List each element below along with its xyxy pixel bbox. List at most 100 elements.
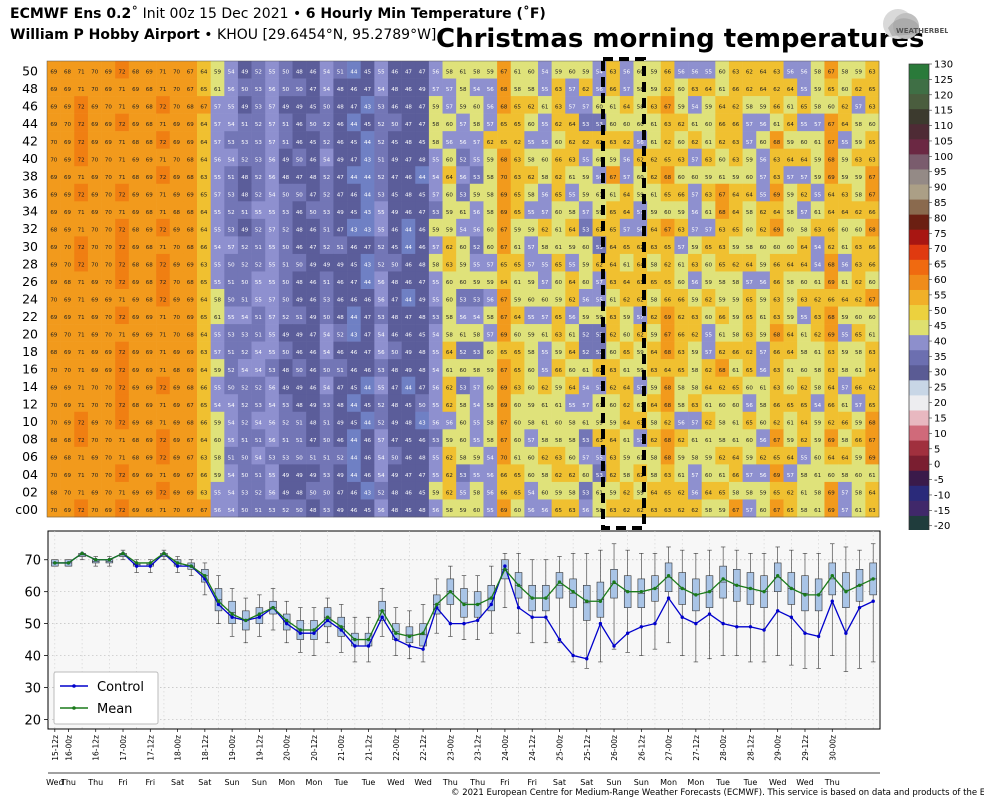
- heatmap-cell-value: 53: [460, 473, 467, 479]
- heatmap-cell-value: 56: [623, 157, 630, 163]
- heatmap-cell-value: 68: [132, 455, 139, 461]
- heatmap-cell-value: 45: [419, 491, 426, 497]
- control-point: [162, 551, 166, 556]
- heatmap-cell-value: 48: [296, 403, 303, 409]
- heatmap-cell-value: 66: [828, 298, 835, 304]
- heatmap-cell-value: 69: [828, 333, 835, 339]
- heatmap-cell: [306, 148, 321, 167]
- heatmap-cell-value: 60: [787, 385, 794, 391]
- heatmap-cell: [728, 131, 743, 149]
- heatmap-cell-value: 53: [323, 210, 330, 216]
- heatmap-cell-value: 66: [610, 87, 617, 93]
- heatmap-cell-value: 69: [500, 508, 507, 514]
- heatmap-cell: [497, 78, 512, 97]
- heatmap-cell: [510, 166, 525, 185]
- heatmap-cell: [851, 183, 866, 202]
- heatmap-cell: [674, 78, 689, 97]
- heatmap-cell-value: 68: [500, 105, 507, 111]
- heatmap-cell-value: 53: [269, 368, 276, 374]
- heatmap-cell-value: 67: [187, 455, 194, 461]
- heatmap-cell: [824, 131, 839, 149]
- heatmap-cell-value: 63: [610, 368, 617, 374]
- heatmap-cell: [442, 148, 457, 167]
- ensemble-box: [105, 559, 114, 564]
- heatmap-cell-value: 54: [228, 420, 235, 426]
- heatmap-cell: [306, 183, 321, 202]
- heatmap-cell-value: 60: [446, 122, 453, 128]
- heatmap-cell-value: 59: [814, 175, 821, 181]
- heatmap-cell-value: 69: [132, 105, 139, 111]
- heatmap-cell-value: 47: [350, 105, 357, 111]
- heatmap-cell: [701, 96, 716, 114]
- heatmap-cell: [360, 96, 375, 114]
- ensemble-box: [569, 578, 577, 608]
- heatmap-cell-value: 57: [637, 315, 644, 321]
- heatmap-cell-value: 61: [841, 403, 848, 409]
- heatmap-cell-value: 64: [869, 491, 876, 497]
- heatmap-cell-value: 56: [378, 298, 385, 304]
- heatmap-cell-value: 72: [119, 420, 126, 426]
- heatmap-cell-value: 47: [419, 280, 426, 286]
- heatmap-cell-value: 47: [405, 157, 412, 163]
- heatmap-cell-value: 68: [173, 368, 180, 374]
- heatmap-cell-value: 57: [269, 298, 276, 304]
- heatmap-cell-value: 63: [610, 70, 617, 76]
- heatmap-cell-value: 46: [419, 438, 426, 444]
- colorbar-segment: [909, 199, 929, 216]
- heatmap-cell-value: 59: [569, 245, 576, 251]
- heatmap-cell-value: 66: [732, 122, 739, 128]
- heatmap-cell-value: 46: [364, 473, 371, 479]
- heatmap-cell-value: 54: [228, 508, 235, 514]
- heatmap-cell-value: 58: [691, 368, 698, 374]
- heatmap-cell: [265, 96, 280, 114]
- mean-point: [271, 605, 275, 610]
- heatmap-cell-value: 56: [269, 175, 276, 181]
- heatmap-cell-value: 62: [841, 105, 848, 111]
- heatmap-cell-value: 45: [391, 192, 398, 198]
- heatmap-cell-value: 70: [173, 245, 180, 251]
- heatmap-cell: [851, 96, 866, 114]
- ensemble-box: [337, 616, 345, 637]
- heatmap-cell-value: 45: [391, 140, 398, 146]
- day-label: Sat: [580, 778, 593, 787]
- heatmap-cell-value: 60: [787, 227, 794, 233]
- x-tick-label: 25-12z: [583, 735, 592, 761]
- heatmap-cell: [169, 61, 184, 79]
- heatmap-cell: [224, 201, 239, 220]
- heatmap-cell: [783, 61, 798, 79]
- heatmap-cell-value: 65: [869, 403, 876, 409]
- heatmap-cell-value: 69: [91, 298, 98, 304]
- mean-point: [694, 593, 698, 597]
- heatmap-cell-value: 47: [350, 280, 357, 286]
- heatmap-cell-value: 72: [159, 438, 166, 444]
- heatmap-cell: [101, 61, 116, 79]
- heatmap-cell-value: 57: [432, 245, 439, 251]
- heatmap-cell-value: 63: [828, 350, 835, 356]
- heatmap-cell-value: 62: [705, 420, 712, 426]
- heatmap-cell: [524, 96, 539, 114]
- heatmap-cell: [101, 166, 116, 185]
- plot-grid: [48, 531, 880, 729]
- heatmap-cell-value: 65: [514, 473, 521, 479]
- mean-point: [134, 561, 139, 565]
- heatmap-cell-value: 59: [555, 70, 562, 76]
- heatmap-cell-value: 64: [650, 350, 657, 356]
- heatmap-cell-value: 60: [514, 403, 521, 409]
- mean-point: [66, 561, 71, 565]
- mean-point: [612, 580, 616, 584]
- heatmap-cell: [387, 61, 402, 79]
- heatmap-cell-value: 45: [309, 140, 316, 146]
- heatmap-cell-value: 69: [173, 350, 180, 356]
- heatmap-cell-value: 63: [200, 263, 207, 269]
- heatmap-cell-value: 68: [187, 210, 194, 216]
- heatmap-member-label: 28: [22, 256, 38, 271]
- heatmap-cell: [237, 166, 252, 185]
- heatmap-cell-value: 65: [732, 227, 739, 233]
- heatmap-cell-value: 48: [391, 403, 398, 409]
- control-point: [216, 602, 221, 607]
- heatmap-cell-value: 65: [500, 122, 507, 128]
- heatmap-cell-value: 62: [691, 140, 698, 146]
- heatmap-cell-value: 46: [405, 333, 412, 339]
- heatmap-cell: [510, 131, 525, 149]
- heatmap-cell: [524, 113, 539, 132]
